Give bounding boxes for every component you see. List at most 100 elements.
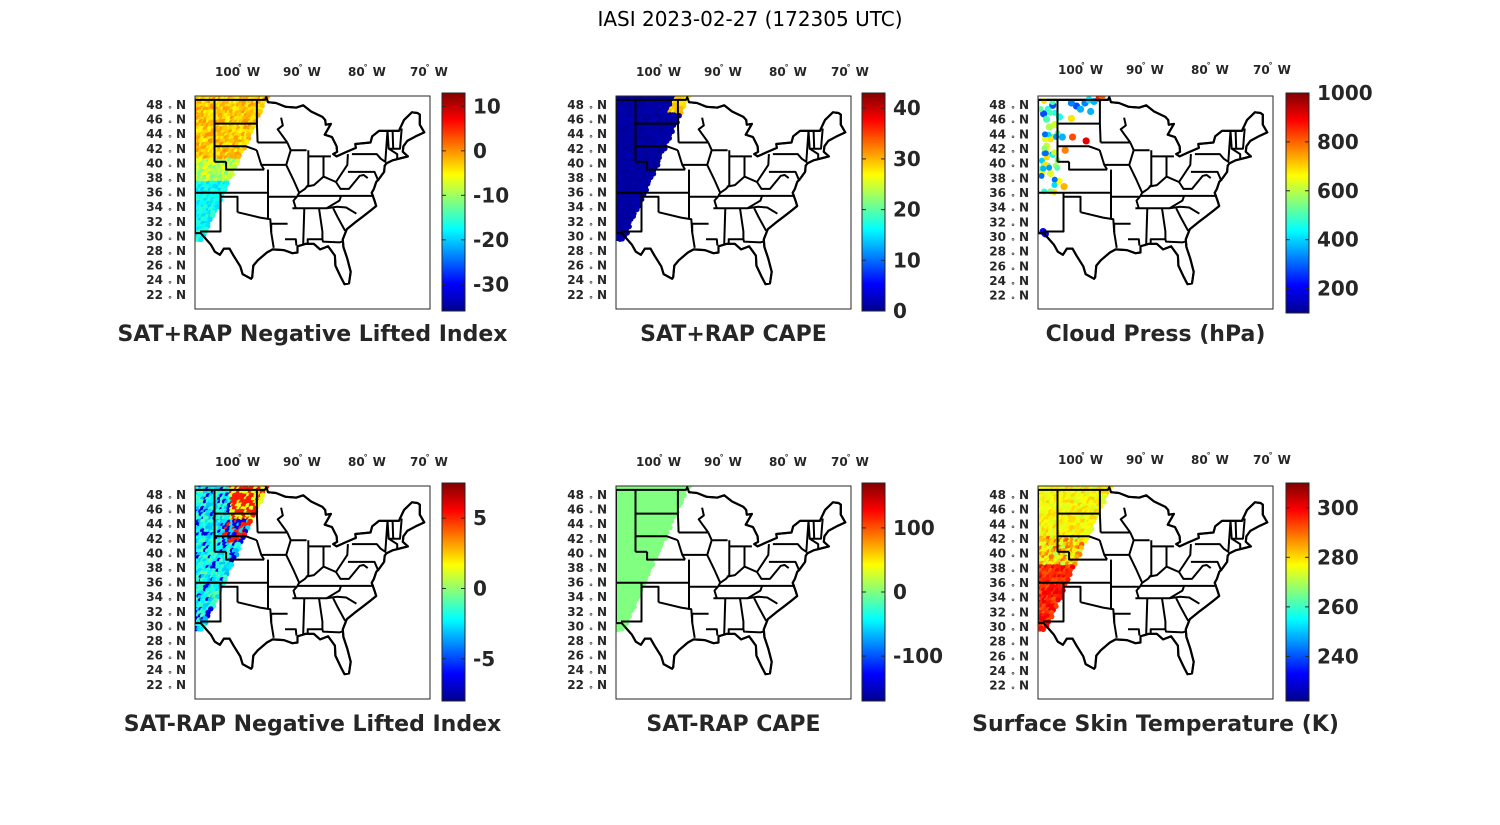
panel-title: Cloud Press (hPa): [1046, 322, 1266, 347]
lat-tick-label: 40: [567, 156, 584, 170]
lat-suffix: N: [176, 113, 186, 127]
colorbar: 1000 800 600 400 200: [1285, 81, 1373, 314]
lat-tick-label: 22: [989, 289, 1006, 303]
lat-tick-label: 32: [989, 215, 1006, 229]
degree-mark: °: [168, 163, 172, 172]
degree-mark: °: [1011, 164, 1015, 173]
map-frame: [194, 485, 431, 700]
lat-tick-label: 42: [146, 532, 163, 546]
lat-suffix: N: [176, 156, 186, 170]
lon-tick-label: 100: [1058, 63, 1083, 77]
lat-tick-label: 48: [146, 488, 163, 502]
cloud-point: [1041, 131, 1048, 138]
lat-tick-label: 26: [567, 259, 584, 273]
lat-tick-label: 28: [567, 634, 584, 648]
lat-tick-label: 46: [567, 503, 584, 517]
data-swath: [1038, 96, 1106, 238]
degree-mark: °: [168, 207, 172, 216]
lat-suffix: N: [176, 488, 186, 502]
lat-suffix: N: [176, 649, 186, 663]
lat-tick-label: 24: [146, 663, 163, 677]
cloud-point: [1042, 150, 1049, 157]
degree-mark: °: [589, 656, 593, 665]
swath-pixel: [643, 187, 649, 193]
swath-pixel: [619, 236, 625, 242]
colorbar-tick-label: 0: [473, 576, 487, 600]
degree-mark: °: [659, 63, 663, 72]
lat-tick-label: 24: [989, 664, 1006, 678]
lat-tick-label: 38: [567, 561, 584, 575]
cloud-point: [1045, 123, 1053, 131]
lat-suffix: N: [1019, 561, 1029, 575]
lat-tick-label: 22: [146, 678, 163, 692]
lon-tick-label: 80: [769, 455, 786, 469]
lat-tick-label: 30: [989, 620, 1006, 634]
degree-mark: °: [589, 553, 593, 562]
degree-mark: °: [426, 63, 430, 72]
degree-mark: °: [1011, 510, 1015, 519]
lon-labels: 100° W 90° W 80° W 70° W: [1058, 61, 1291, 77]
lat-suffix: N: [597, 619, 607, 633]
degree-mark: °: [1269, 451, 1273, 460]
swath-pixel: [1048, 609, 1055, 616]
lat-suffix: N: [176, 186, 186, 200]
map-frame: [615, 95, 852, 310]
lat-tick-label: 30: [567, 229, 584, 243]
lat-tick-label: 30: [567, 619, 584, 633]
lat-suffix: N: [1019, 532, 1029, 546]
cloud-point: [1058, 133, 1066, 141]
degree-mark: °: [238, 63, 242, 72]
lat-suffix: N: [176, 576, 186, 590]
state-borders: [195, 96, 426, 286]
lat-suffix: N: [597, 605, 607, 619]
degree-mark: °: [168, 236, 172, 245]
lat-tick-label: 36: [567, 576, 584, 590]
colorbar-gradient: [441, 92, 466, 312]
lon-suffix: W: [435, 455, 448, 469]
degree-mark: °: [168, 583, 172, 592]
degree-mark: °: [1011, 222, 1015, 231]
state-borders: [1038, 486, 1269, 676]
lon-labels: 100° W 90° W 80° W 70° W: [1058, 451, 1291, 467]
lat-suffix: N: [176, 288, 186, 302]
colorbar-gradient: [441, 482, 466, 702]
map-frame: [615, 485, 852, 700]
lat-suffix: N: [597, 127, 607, 141]
lat-suffix: N: [597, 649, 607, 663]
lat-tick-label: 46: [989, 113, 1006, 127]
lat-suffix: N: [1019, 649, 1029, 663]
degree-mark: °: [589, 539, 593, 548]
swath-pixel: [207, 216, 213, 223]
lat-tick-label: 30: [146, 619, 163, 633]
degree-mark: °: [720, 63, 724, 72]
lon-suffix: W: [373, 455, 386, 469]
degree-mark: °: [299, 63, 303, 72]
colorbar-gradient: [861, 92, 886, 312]
colorbar: 10 0 -10 -20 -30: [441, 92, 509, 312]
lat-suffix: N: [1019, 230, 1029, 244]
degree-mark: °: [589, 134, 593, 143]
degree-mark: °: [1011, 105, 1015, 114]
lat-suffix: N: [176, 532, 186, 546]
map-panel-4: 48 ° N 46 ° N 44 ° N 42 ° N 40 ° N 38 ° N 36 ° N 34 ° N 32 ° N 30 ° N…: [124, 453, 501, 737]
colorbar-tick-label: 400: [1317, 228, 1359, 252]
lon-tick-label: 100: [215, 455, 240, 469]
cloud-point: [1067, 114, 1076, 123]
lat-tick-label: 22: [146, 288, 163, 302]
map-frame: [194, 95, 431, 310]
degree-mark: °: [1011, 149, 1015, 158]
lat-suffix: N: [176, 215, 186, 229]
lat-tick-label: 44: [989, 517, 1006, 531]
lat-suffix: N: [597, 186, 607, 200]
lat-tick-label: 42: [146, 142, 163, 156]
lat-suffix: N: [1019, 171, 1029, 185]
lon-tick-label: 90: [283, 65, 300, 79]
degree-mark: °: [589, 251, 593, 260]
lon-suffix: W: [308, 65, 321, 79]
lat-suffix: N: [1019, 201, 1029, 215]
lat-suffix: N: [176, 634, 186, 648]
lat-tick-label: 34: [989, 201, 1006, 215]
lat-tick-label: 32: [146, 215, 163, 229]
degree-mark: °: [168, 266, 172, 275]
